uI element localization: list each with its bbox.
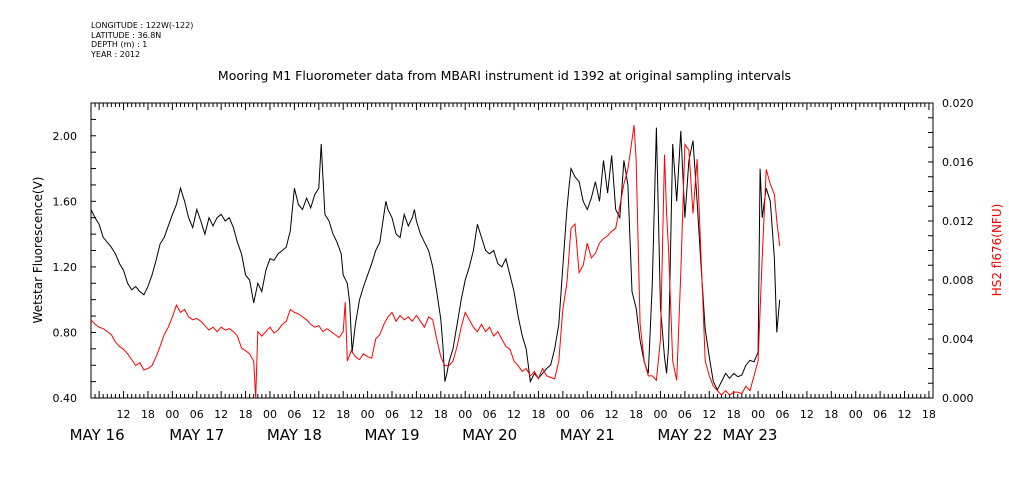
x-tick-marks — [90, 103, 934, 398]
x-tick-label: 18 — [336, 408, 350, 421]
x-tick-label: 18 — [531, 408, 545, 421]
data-series — [90, 125, 781, 399]
y-right-tick-label: 0.020 — [942, 97, 974, 110]
x-tick-label: 18 — [629, 408, 643, 421]
series-line-left-axis — [90, 127, 781, 391]
y-right-tick-label: 0.004 — [942, 333, 974, 346]
x-day-label: MAY 18 — [267, 426, 322, 444]
x-tick-label: 18 — [727, 408, 741, 421]
x-tick-label: 18 — [922, 408, 936, 421]
x-tick-label: 00 — [361, 408, 375, 421]
x-tick-label: 12 — [409, 408, 423, 421]
x-tick-label: 00 — [263, 408, 277, 421]
x-tick-label: 12 — [214, 408, 228, 421]
x-tick-label: 06 — [873, 408, 887, 421]
x-day-label: MAY 22 — [657, 426, 712, 444]
x-tick-label: 18 — [239, 408, 253, 421]
y-left-tick-label: 2.00 — [53, 130, 78, 143]
y-right-tick-label: 0.012 — [942, 215, 974, 228]
x-tick-label: 12 — [605, 408, 619, 421]
metadata-longitude: LONGITUDE : 122W(-122) — [91, 21, 194, 30]
x-tick-label: 06 — [580, 408, 594, 421]
y-right-tick-label: 0.008 — [942, 274, 974, 287]
x-tick-label: 06 — [287, 408, 301, 421]
x-day-label: MAY 16 — [70, 426, 125, 444]
y-left-tick-label: 1.20 — [53, 261, 78, 274]
x-tick-label: 18 — [434, 408, 448, 421]
x-tick-label: 06 — [775, 408, 789, 421]
x-tick-label: 00 — [849, 408, 863, 421]
x-tick-label: 12 — [898, 408, 912, 421]
x-day-label: MAY 19 — [364, 426, 419, 444]
right-y-axis: 0.000 0.004 0.008 0.012 0.016 0.020 — [928, 97, 974, 405]
left-y-axis: 0.40 0.80 1.20 1.60 2.00 — [53, 102, 96, 405]
x-day-label: MAY 17 — [169, 426, 224, 444]
x-tick-label: 00 — [458, 408, 472, 421]
x-day-label: MAY 23 — [722, 426, 777, 444]
left-axis-label: Wetstar Fluorescence(V) — [31, 177, 45, 324]
x-tick-label: 06 — [190, 408, 204, 421]
y-left-tick-label: 0.40 — [53, 392, 78, 405]
metadata-block: LONGITUDE : 122W(-122) LATITUDE : 36.8N … — [91, 21, 193, 59]
metadata-depth: DEPTH (m) : 1 — [91, 40, 148, 49]
x-tick-label: 00 — [556, 408, 570, 421]
series-line-right-axis — [90, 125, 781, 399]
x-tick-label: 00 — [751, 408, 765, 421]
x-day-labels: MAY 16 MAY 17 MAY 18 MAY 19 MAY 20 MAY 21 MAY … — [70, 426, 778, 444]
y-right-tick-label: 0.016 — [942, 156, 974, 169]
x-tick-label: 06 — [483, 408, 497, 421]
x-tick-label: 00 — [653, 408, 667, 421]
x-tick-label: 12 — [702, 408, 716, 421]
x-tick-label: 06 — [678, 408, 692, 421]
x-tick-label: 12 — [312, 408, 326, 421]
x-day-label: MAY 21 — [560, 426, 615, 444]
x-tick-labels: 12 18 00 06 12 18 00 06 12 18 00 06 12 18 00 06 12 18 00 06… — [117, 408, 936, 421]
x-tick-label: 12 — [800, 408, 814, 421]
x-tick-label: 12 — [507, 408, 521, 421]
x-tick-label: 18 — [141, 408, 155, 421]
chart-title: Mooring M1 Fluorometer data from MBARI i… — [217, 68, 792, 83]
metadata-latitude: LATITUDE : 36.8N — [91, 30, 162, 40]
x-tick-label: 00 — [165, 408, 179, 421]
x-tick-label: 06 — [385, 408, 399, 421]
y-right-tick-label: 0.000 — [942, 392, 974, 405]
metadata-year: YEAR : 2012 — [91, 49, 141, 59]
y-left-tick-label: 0.80 — [53, 326, 78, 339]
x-day-label: MAY 20 — [462, 426, 517, 444]
right-axis-label: HS2 fl676(NFU) — [990, 204, 1004, 297]
x-tick-label: 12 — [117, 408, 131, 421]
x-tick-label: 18 — [824, 408, 838, 421]
y-left-tick-label: 1.60 — [53, 195, 78, 208]
